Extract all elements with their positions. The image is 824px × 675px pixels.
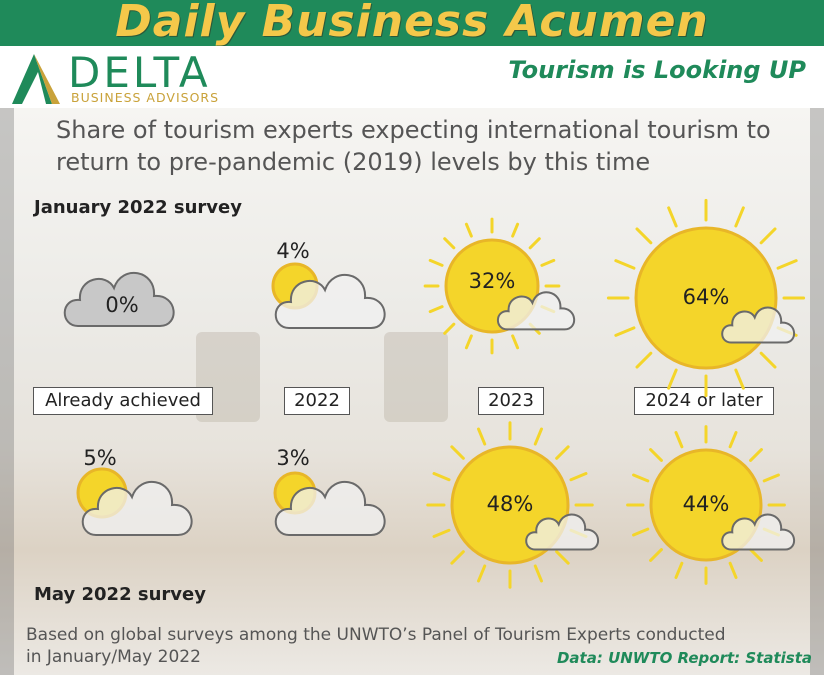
icon-jan-3-value-label: 64% bbox=[683, 285, 730, 309]
icon-may-2-sun-icon-rays bbox=[426, 421, 594, 589]
chair-right bbox=[384, 332, 448, 422]
icon-jan-1-cloud-icon bbox=[274, 273, 386, 329]
chart-heading: Share of tourism experts expecting inter… bbox=[56, 116, 771, 176]
icon-may-2-value-label: 48% bbox=[487, 492, 534, 516]
icon-may-3-cloud-icon bbox=[721, 513, 795, 551]
icon-may-0-value-label: 5% bbox=[83, 446, 116, 470]
category-label-2023: 2023 bbox=[478, 387, 544, 415]
icon-jan-0-value-label: 0% bbox=[105, 293, 138, 317]
category-label-2022: 2022 bbox=[284, 387, 350, 415]
icon-jan-2-cloud-icon bbox=[496, 291, 576, 331]
footnote: Based on global surveys among the UNWTO’… bbox=[26, 625, 726, 667]
survey-label-january: January 2022 survey bbox=[34, 197, 242, 218]
door-frame-left bbox=[0, 108, 14, 675]
icon-may-0-cloud-icon bbox=[81, 480, 193, 536]
category-label-2024-or-later: 2024 or later bbox=[634, 387, 774, 415]
header-bar bbox=[0, 46, 824, 108]
survey-label-may: May 2022 survey bbox=[34, 584, 206, 605]
icon-jan-0-cloud-icon bbox=[63, 271, 175, 327]
door-frame-right bbox=[810, 108, 824, 675]
category-label-already-achieved: Already achieved bbox=[33, 387, 213, 415]
icon-may-2-cloud-icon bbox=[525, 513, 599, 551]
icon-jan-3-cloud-icon bbox=[721, 306, 795, 344]
icon-may-1-cloud-icon bbox=[274, 480, 386, 536]
subtitle: Tourism is Looking UP bbox=[508, 56, 806, 84]
icon-may-3-value-label: 44% bbox=[683, 492, 730, 516]
delta-triangle-icon bbox=[12, 54, 60, 104]
icon-may-1-value-label: 3% bbox=[276, 446, 309, 470]
source-credit: Data: UNWTO Report: Statista bbox=[556, 649, 812, 667]
banner-title: Daily Business Acumen bbox=[115, 0, 709, 47]
banner: Daily Business Acumen bbox=[0, 0, 824, 47]
icon-jan-1-value-label: 4% bbox=[276, 239, 309, 263]
logo-subtitle: BUSINESS ADVISORS bbox=[71, 90, 220, 105]
icon-jan-2-value-label: 32% bbox=[469, 269, 516, 293]
icon-jan-2-sun-icon-rays bbox=[423, 217, 561, 355]
logo-word: DELTA bbox=[68, 48, 211, 97]
icon-jan-3-sun-icon-rays bbox=[606, 198, 806, 398]
delta-logo: DELTA BUSINESS ADVISORS bbox=[8, 50, 238, 108]
